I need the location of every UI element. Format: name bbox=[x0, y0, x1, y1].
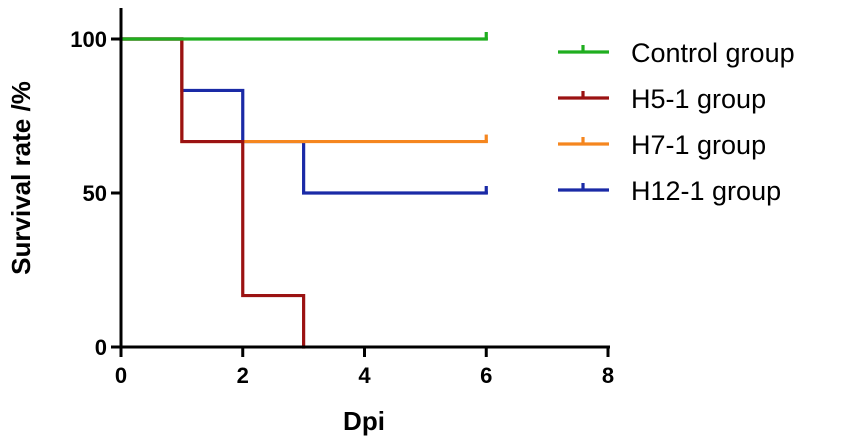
legend: Control group H5-1 group H7-1 group H12-1 g… bbox=[558, 38, 795, 206]
series-line bbox=[119, 37, 306, 349]
x-tick-label: 8 bbox=[602, 363, 614, 388]
legend-label: Control group bbox=[631, 38, 795, 68]
series-line bbox=[119, 37, 488, 144]
legend-label: H7-1 group bbox=[631, 130, 766, 160]
legend-label: H12-1 group bbox=[631, 176, 781, 206]
x-tick-label: 6 bbox=[480, 363, 492, 388]
y-tick-label: 100 bbox=[70, 27, 107, 52]
legend-label: H5-1 group bbox=[631, 84, 766, 114]
y-tick-label: 50 bbox=[83, 181, 107, 206]
ticks: 0 2 4 6 8 0 50 100 bbox=[70, 27, 614, 388]
axes bbox=[119, 8, 610, 349]
y-tick-label: 0 bbox=[95, 335, 107, 360]
x-axis-title: Dpi bbox=[343, 406, 385, 436]
y-axis-title: Survival rate /% bbox=[6, 81, 36, 275]
x-tick-label: 0 bbox=[115, 363, 127, 388]
x-tick-label: 4 bbox=[358, 363, 371, 388]
x-tick-label: 2 bbox=[237, 363, 249, 388]
plot-lines bbox=[119, 32, 488, 349]
series-line bbox=[119, 37, 488, 195]
